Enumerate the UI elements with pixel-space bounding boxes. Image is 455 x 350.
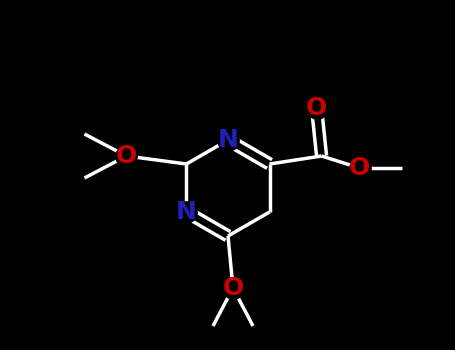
- Text: N: N: [176, 200, 197, 224]
- Text: N: N: [217, 128, 238, 152]
- Text: O: O: [349, 156, 370, 180]
- Text: O: O: [222, 276, 243, 300]
- Text: O: O: [306, 96, 327, 120]
- Text: O: O: [116, 144, 137, 168]
